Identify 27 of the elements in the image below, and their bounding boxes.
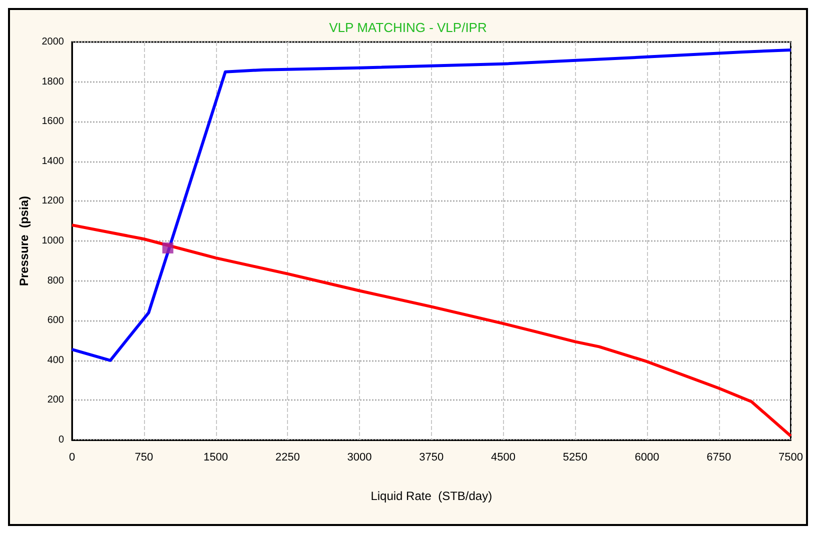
y-axis-title: Pressure (psia) (17, 196, 31, 286)
x-tick-label: 6750 (706, 452, 732, 464)
x-axis-title: Liquid Rate (STB/day) (370, 489, 492, 503)
y-tick-label: 2000 (42, 36, 64, 48)
x-tick-label: 3000 (347, 452, 372, 464)
chart-title: VLP MATCHING - VLP/IPR (329, 20, 487, 35)
y-tick-label: 600 (47, 315, 64, 326)
y-tick-label: 0 (58, 434, 64, 446)
x-tick-label: 2250 (275, 452, 300, 464)
line-series (70, 224, 792, 438)
y-tick-label: 400 (47, 354, 64, 366)
x-tick-label: 7500 (778, 452, 804, 464)
x-tick-label: 3750 (419, 452, 444, 464)
x-tick-label: 750 (134, 452, 154, 464)
x-tick-label: 6000 (634, 452, 660, 464)
line-series (70, 48, 792, 362)
y-tick-label: 200 (47, 394, 64, 406)
y-tick-label: 1600 (42, 116, 64, 128)
x-tick-label: 0 (68, 452, 76, 464)
x-tick-label: 4500 (491, 452, 516, 464)
x-tick-label: 1500 (204, 452, 228, 464)
y-tick-label: 1200 (42, 196, 64, 207)
y-tick-label: 1800 (42, 76, 64, 88)
x-tick-label: 5250 (562, 452, 588, 464)
y-tick-label: 1000 (42, 236, 64, 246)
y-tick-label: 1400 (42, 156, 64, 167)
y-tick-label: 800 (47, 275, 64, 286)
